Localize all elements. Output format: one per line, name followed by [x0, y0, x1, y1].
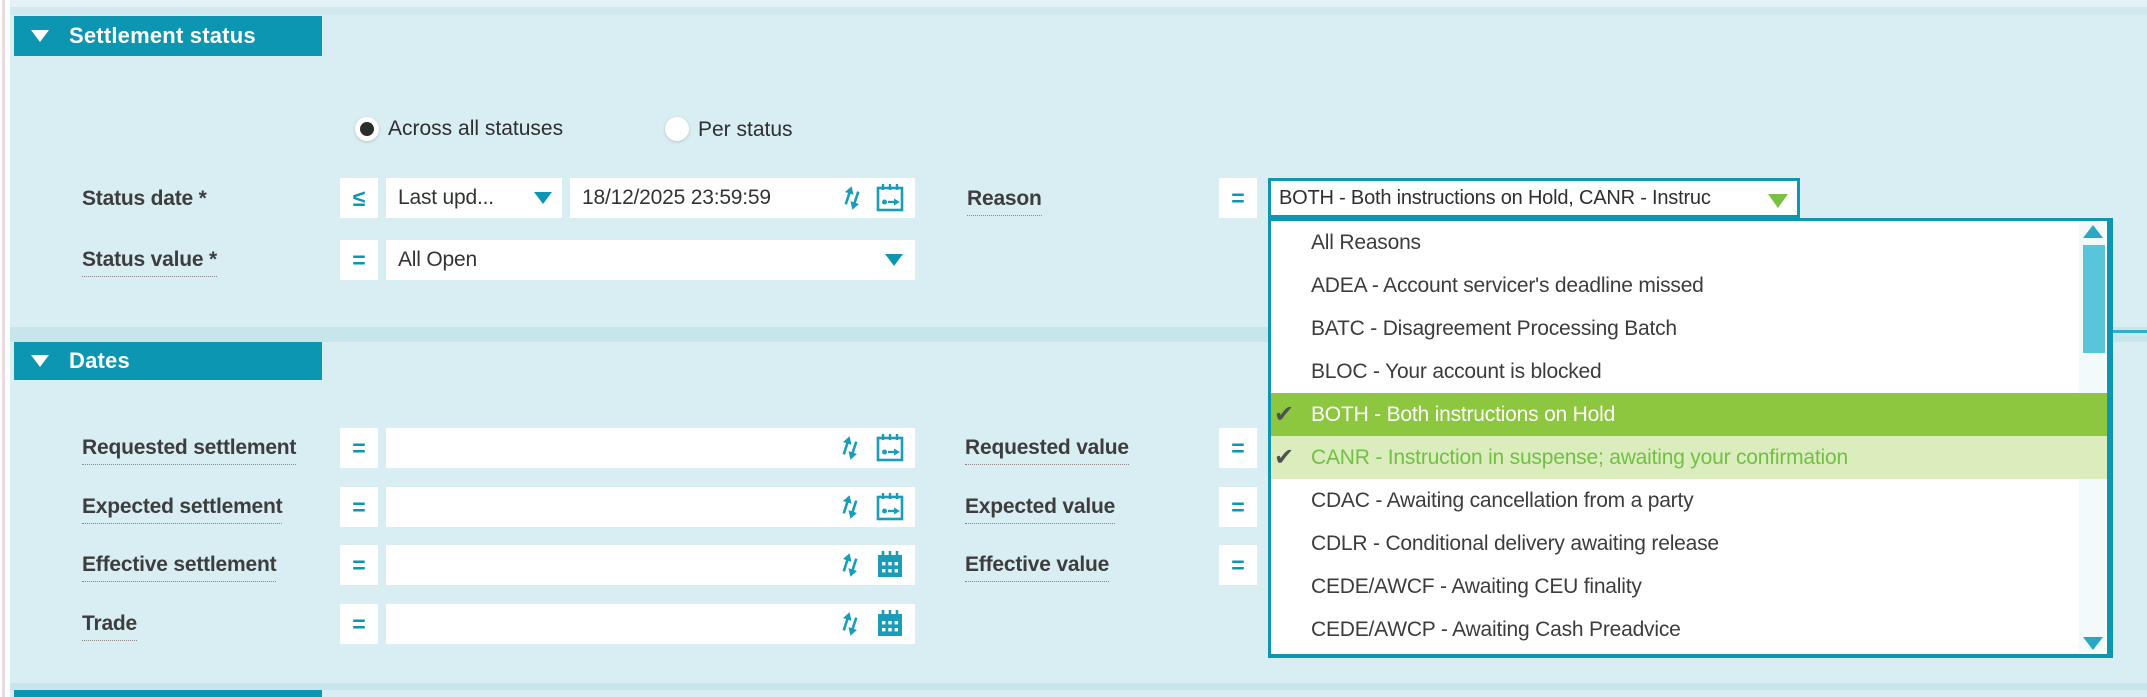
radio-per-label[interactable]: Per status [698, 118, 793, 141]
left-margin [0, 0, 10, 697]
section-border-segment [2102, 330, 2147, 333]
left-border [2, 0, 5, 697]
effective-value-label: Effective value [965, 552, 1109, 582]
trade-operator[interactable]: = [340, 604, 378, 644]
radio-per-status[interactable] [665, 117, 689, 141]
effective-settlement-label: Effective settlement [82, 552, 277, 582]
operator-eq: = [1231, 551, 1245, 578]
section-divider [10, 683, 2147, 690]
operator-lte: ≤ [352, 184, 366, 211]
status-date-operator[interactable]: ≤ [340, 178, 378, 218]
section-header-dates[interactable]: Dates [14, 342, 322, 380]
swap-dates-icon[interactable] [837, 435, 863, 461]
reason-option-label: BOTH - Both instructions on Hold [1311, 403, 1616, 426]
operator-eq: = [1231, 493, 1245, 520]
reason-dropdown-list: All Reasons ADEA - Account servicer's de… [1268, 218, 2113, 658]
reason-option-label: CANR - Instruction in suspense; awaiting… [1311, 446, 1848, 469]
swap-dates-icon[interactable] [839, 185, 865, 211]
operator-eq: = [1231, 184, 1245, 211]
status-value-label: Status value * [82, 247, 217, 277]
operator-eq: = [1231, 434, 1245, 461]
scroll-down-icon[interactable] [2083, 637, 2103, 650]
section-header-partial[interactable] [14, 690, 322, 697]
calendar-range-icon[interactable] [875, 183, 905, 213]
operator-eq: = [352, 493, 366, 520]
effective-settlement-input[interactable] [386, 545, 915, 585]
reason-option[interactable]: CEDE/AWCF - Awaiting CEU finality [1311, 575, 1642, 598]
operator-eq: = [352, 434, 366, 461]
reason-operator[interactable]: = [1219, 178, 1257, 218]
period-value: Last upd... [398, 186, 494, 209]
chevron-down-icon[interactable] [1768, 194, 1788, 208]
expected-settlement-input[interactable] [386, 487, 915, 527]
scrollbar-thumb[interactable] [2083, 245, 2105, 353]
chevron-down-icon[interactable] [885, 254, 903, 266]
collapse-icon[interactable] [31, 30, 49, 42]
calendar-range-icon[interactable] [875, 433, 905, 463]
expected-settlement-label: Expected settlement [82, 494, 283, 524]
filter-panel: Settlement status Across all statuses Pe… [10, 0, 2147, 697]
calendar-icon[interactable] [875, 609, 905, 639]
reason-option[interactable]: CDAC - Awaiting cancellation from a part… [1311, 489, 1694, 512]
reason-label: Reason [967, 186, 1042, 216]
radio-across-label[interactable]: Across all statuses [388, 117, 564, 140]
section-header-settlement-status[interactable]: Settlement status [14, 16, 322, 56]
swap-dates-icon[interactable] [837, 494, 863, 520]
effective-settlement-operator[interactable]: = [340, 545, 378, 585]
reason-option-checked[interactable]: ✔ CANR - Instruction in suspense; awaiti… [1271, 436, 2107, 479]
expected-value-label: Expected value [965, 494, 1115, 524]
requested-settlement-operator[interactable]: = [340, 428, 378, 468]
calendar-range-icon[interactable] [875, 492, 905, 522]
expected-value-operator[interactable]: = [1219, 487, 1257, 527]
trade-label: Trade [82, 611, 137, 641]
check-icon: ✔ [1274, 444, 1294, 471]
status-date-period-select[interactable]: Last upd... [386, 178, 562, 218]
trade-date-input[interactable] [386, 604, 915, 644]
swap-dates-icon[interactable] [837, 611, 863, 637]
top-strip [10, 0, 2147, 7]
top-band [10, 7, 2147, 15]
status-value-operator[interactable]: = [340, 240, 378, 280]
operator-eq: = [352, 246, 366, 273]
requested-value-operator[interactable]: = [1219, 428, 1257, 468]
reason-option[interactable]: All Reasons [1311, 231, 1421, 254]
status-date-label: Status date * [82, 187, 207, 210]
reason-option[interactable]: CDLR - Conditional delivery awaiting rel… [1311, 532, 1719, 555]
status-date-value: 18/12/2025 23:59:59 [582, 186, 771, 209]
reason-option-selected[interactable]: ✔ BOTH - Both instructions on Hold [1271, 393, 2107, 436]
reason-combobox[interactable]: BOTH - Both instructions on Hold, CANR -… [1268, 178, 1800, 218]
radio-across-all-statuses[interactable] [355, 117, 379, 141]
check-icon: ✔ [1274, 401, 1294, 428]
expected-settlement-operator[interactable]: = [340, 487, 378, 527]
effective-value-operator[interactable]: = [1219, 545, 1257, 585]
swap-dates-icon[interactable] [837, 552, 863, 578]
calendar-icon[interactable] [875, 550, 905, 580]
operator-eq: = [352, 610, 366, 637]
reason-option[interactable]: ADEA - Account servicer's deadline misse… [1311, 274, 1704, 297]
status-value-select[interactable]: All Open [386, 240, 915, 280]
status-date-input[interactable]: 18/12/2025 23:59:59 [570, 178, 915, 218]
requested-settlement-label: Requested settlement [82, 435, 296, 465]
reason-option[interactable]: BATC - Disagreement Processing Batch [1311, 317, 1677, 340]
scroll-up-icon[interactable] [2083, 225, 2103, 238]
chevron-down-icon[interactable] [534, 192, 552, 204]
reason-option[interactable]: CEDE/AWCP - Awaiting Cash Preadvice [1311, 618, 1681, 641]
status-value: All Open [398, 248, 477, 271]
reason-option[interactable]: BLOC - Your account is blocked [1311, 360, 1602, 383]
requested-value-label: Requested value [965, 435, 1129, 465]
operator-eq: = [352, 551, 366, 578]
requested-settlement-input[interactable] [386, 428, 915, 468]
section-title: Dates [69, 348, 130, 373]
collapse-icon[interactable] [31, 355, 49, 367]
reason-selected-values: BOTH - Both instructions on Hold, CANR -… [1279, 186, 1711, 209]
section-title: Settlement status [69, 23, 256, 48]
